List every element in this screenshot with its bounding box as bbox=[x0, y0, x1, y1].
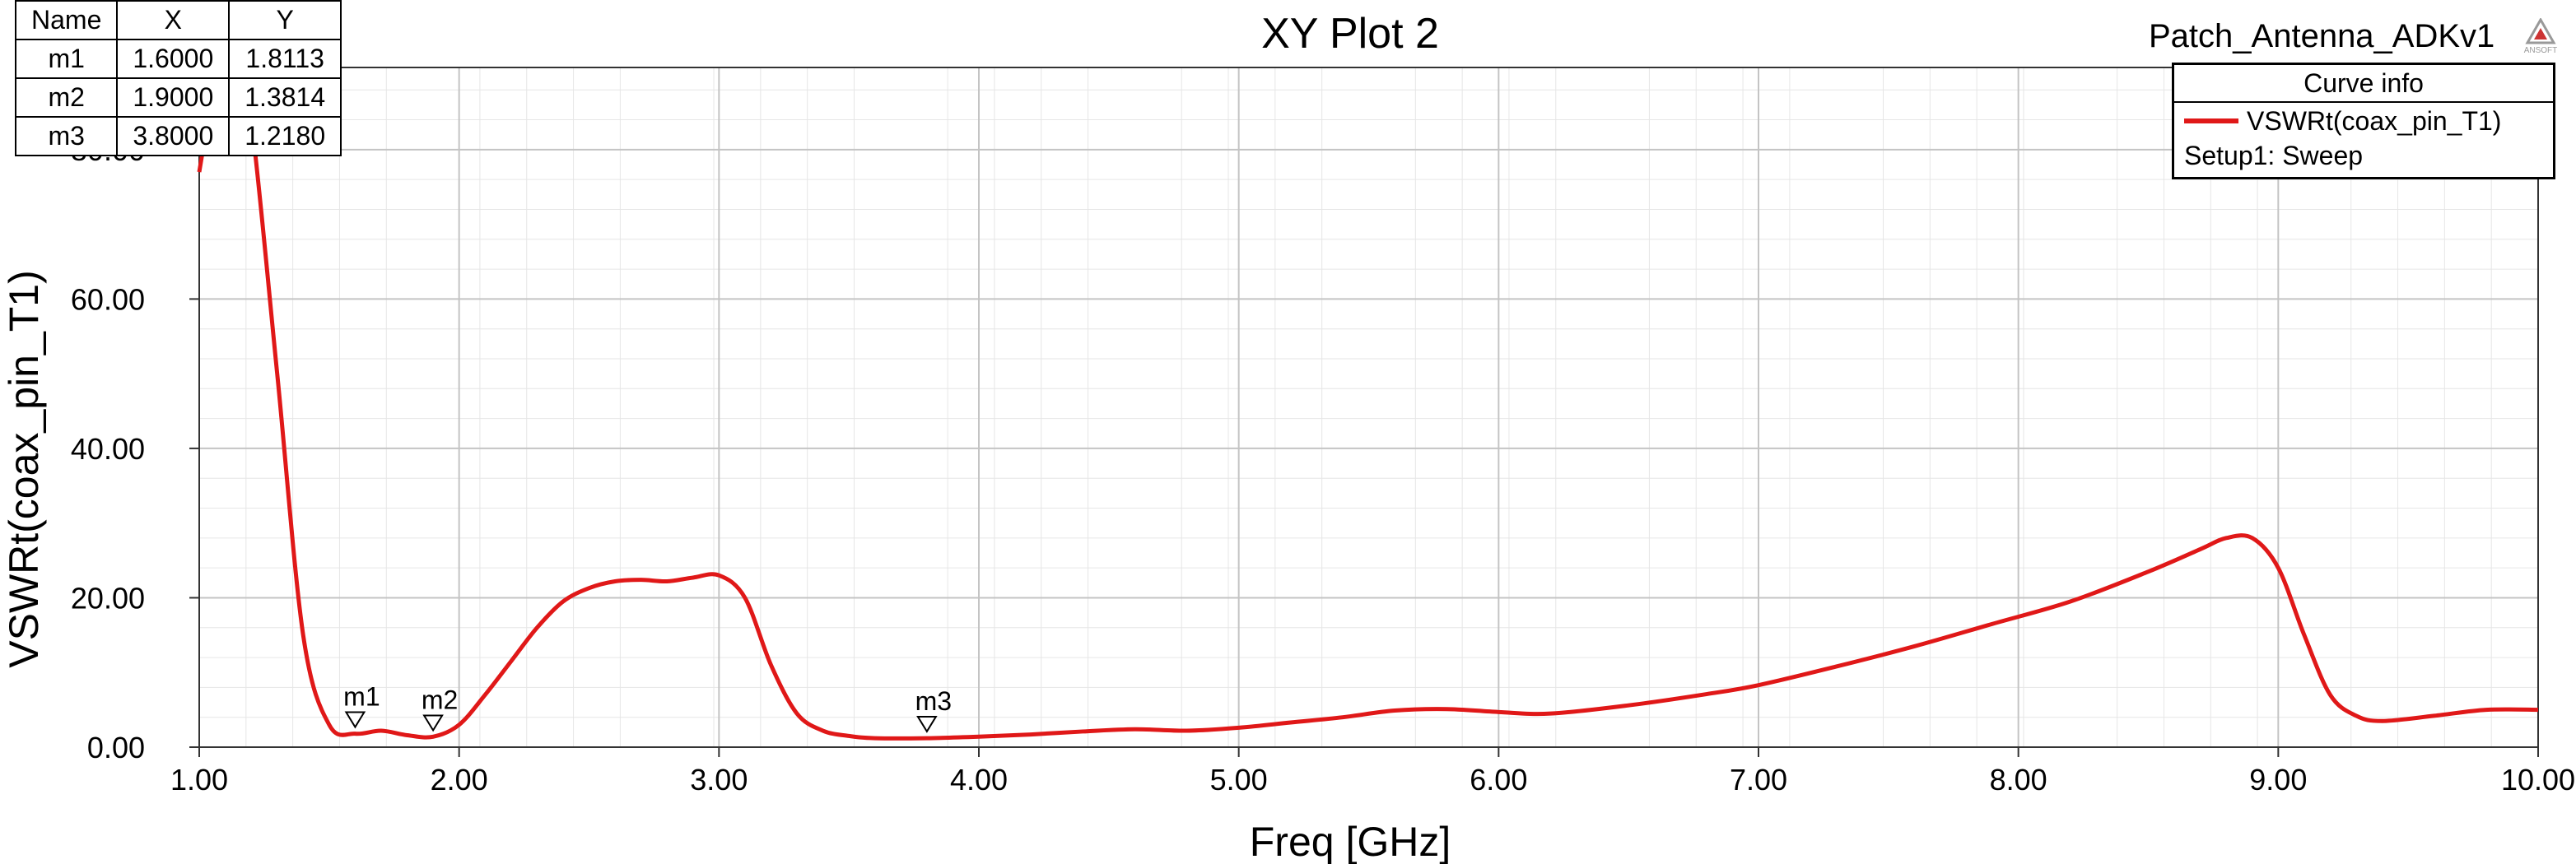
marker-table-header-y: Y bbox=[228, 0, 342, 40]
logo-text: ANSOFT bbox=[2524, 46, 2558, 54]
marker-label: m1 bbox=[343, 682, 380, 712]
x-tick-label: 9.00 bbox=[2249, 763, 2307, 797]
series-layer bbox=[197, 80, 2539, 741]
legend-setup: Setup1: Sweep bbox=[2184, 141, 2364, 170]
y-tick-label: 60.00 bbox=[71, 282, 145, 316]
ansoft-logo-icon: ANSOFT bbox=[2524, 18, 2558, 54]
marker-name: m1 bbox=[14, 39, 119, 79]
marker-table-row: m3 3.8000 1.2180 bbox=[14, 116, 342, 156]
marker-triangle bbox=[422, 714, 444, 732]
x-tick-label: 4.00 bbox=[950, 763, 1008, 797]
marker-x: 3.8000 bbox=[116, 116, 231, 156]
legend-series-name: VSWRt(coax_pin_T1) bbox=[2247, 106, 2502, 136]
legend-header: Curve info bbox=[2174, 65, 2553, 103]
marker-table-header: Name X Y bbox=[14, 0, 342, 40]
x-axis-label: Freq [GHz] bbox=[1250, 819, 1451, 864]
y-axis-label: VSWRt(coax_pin_T1) bbox=[1, 270, 47, 668]
x-tick-label: 7.00 bbox=[1730, 763, 1787, 797]
marker-table-header-x: X bbox=[116, 0, 231, 40]
marker-name: m3 bbox=[14, 116, 119, 156]
marker-triangle bbox=[916, 715, 938, 733]
x-tick-label: 8.00 bbox=[1990, 763, 2047, 797]
legend-swatch bbox=[2184, 118, 2238, 123]
x-tick-label: 5.00 bbox=[1210, 763, 1268, 797]
plot-grid bbox=[198, 67, 2539, 748]
marker-table-header-name: Name bbox=[14, 0, 119, 40]
x-tick-label: 10.00 bbox=[2501, 763, 2575, 797]
marker-triangle bbox=[344, 711, 366, 729]
y-tick-label: 20.00 bbox=[71, 581, 145, 615]
y-tick-label: 0.00 bbox=[87, 731, 145, 764]
project-name: Patch_Antenna_ADKv1 bbox=[2149, 18, 2495, 54]
marker-y: 1.3814 bbox=[228, 77, 342, 118]
plot-frame bbox=[198, 67, 2539, 748]
x-axis-ticks: 1.00 2.00 3.00 4.00 5.00 6.00 7.00 8.00 9.00 10.0… bbox=[170, 747, 2575, 797]
curve-info-legend: Curve info VSWRt(coax_pin_T1) Setup1: Sw… bbox=[2172, 63, 2555, 179]
x-tick-label: 3.00 bbox=[690, 763, 748, 797]
marker-label: m3 bbox=[915, 686, 952, 716]
marker-x: 1.9000 bbox=[116, 77, 231, 118]
marker-table-row: m2 1.9000 1.3814 bbox=[14, 77, 342, 118]
marker-layer: m1 m2 m3 bbox=[343, 682, 952, 733]
chart-title: XY Plot 2 bbox=[1261, 10, 1439, 58]
marker-name: m2 bbox=[14, 77, 119, 118]
marker-label: m2 bbox=[422, 685, 458, 714]
y-tick-label: 40.00 bbox=[71, 432, 145, 466]
series-line bbox=[197, 80, 2539, 741]
marker-y: 1.2180 bbox=[228, 116, 342, 156]
legend-series-entry: VSWRt(coax_pin_T1) bbox=[2174, 103, 2553, 139]
x-tick-label: 2.00 bbox=[431, 763, 488, 797]
marker-y: 1.8113 bbox=[228, 39, 342, 79]
marker-x: 1.6000 bbox=[116, 39, 231, 79]
marker-table: Name X Y m1 1.6000 1.8113 m2 1.9000 1.38… bbox=[14, 0, 342, 156]
marker-table-row: m1 1.6000 1.8113 bbox=[14, 39, 342, 79]
x-tick-label: 6.00 bbox=[1470, 763, 1527, 797]
x-tick-label: 1.00 bbox=[170, 763, 228, 797]
